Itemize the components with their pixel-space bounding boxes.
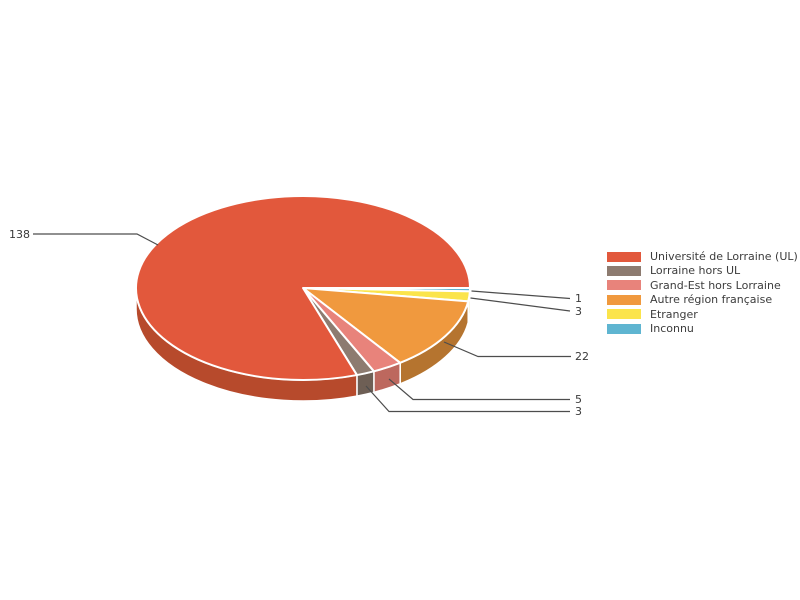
legend-item-inconnu: Inconnu	[607, 323, 694, 334]
leader-inconnu	[471, 290, 571, 300]
value-label-universite-de-lorraine: 138	[9, 228, 30, 241]
leader-grand-est	[388, 378, 570, 401]
pie-slice-universite-de-lorraine-ul	[135, 195, 471, 381]
legend-label: Université de Lorraine (UL)	[650, 250, 798, 263]
legend-swatch	[607, 323, 641, 334]
legend-label: Lorraine hors UL	[650, 264, 741, 278]
legend-label: Inconnu	[650, 322, 694, 336]
value-label-grand-est: 5	[575, 393, 582, 406]
legend-swatch	[607, 265, 641, 276]
legend-label: Etranger	[650, 307, 698, 321]
value-label-lorraine-hors-ul: 3	[575, 405, 582, 418]
legend-item-etranger: Etranger	[607, 309, 698, 320]
pie-slice-autre-region-francaise	[302, 287, 470, 364]
value-label-etranger: 3	[575, 305, 582, 318]
legend-item-lorraine-hors-ul: Lorraine hors UL	[607, 265, 740, 276]
legend-item-autre-region: Autre région française	[607, 294, 772, 305]
value-label-autre-region: 22	[575, 350, 589, 363]
legend-item-universite-de-lorraine: Université de Lorraine (UL)	[607, 251, 798, 262]
legend-swatch	[607, 251, 641, 262]
legend-label: Autre région française	[650, 293, 773, 307]
legend-swatch	[607, 294, 641, 305]
leader-lorraine-hors-ul	[365, 385, 570, 413]
leader-autre-region	[443, 341, 571, 358]
value-label-inconnu: 1	[575, 292, 582, 305]
leader-etranger	[470, 297, 571, 312]
legend-item-grand-est: Grand-Est hors Lorraine	[607, 280, 781, 291]
legend: Université de Lorraine (UL) Lorraine hor…	[607, 0, 798, 600]
legend-label: Grand-Est hors Lorraine	[650, 278, 781, 292]
legend-swatch	[607, 309, 641, 320]
legend-swatch	[607, 280, 641, 291]
leader-universite-de-lorraine	[33, 233, 159, 246]
